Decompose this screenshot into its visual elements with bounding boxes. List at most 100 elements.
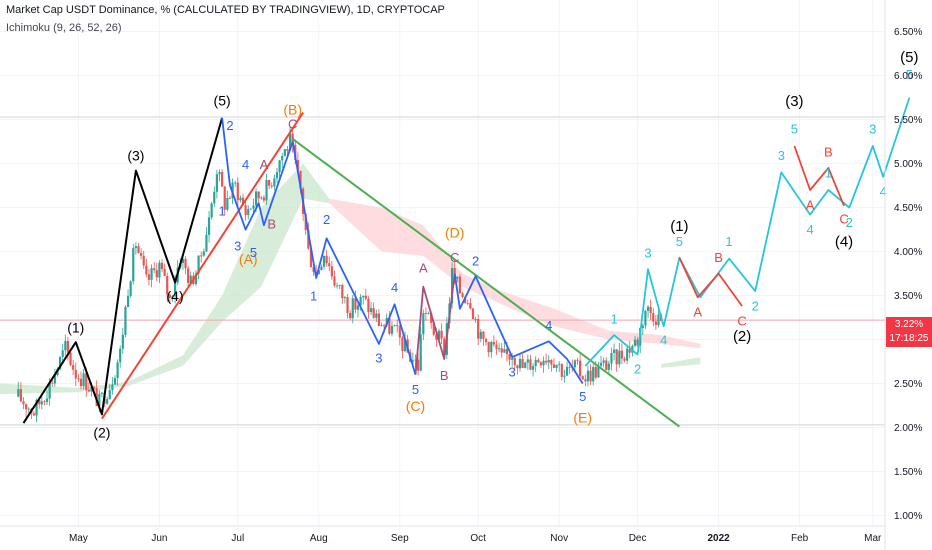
- candle-body: [286, 149, 289, 151]
- wave-label: 5: [250, 245, 257, 260]
- candle-body: [341, 285, 344, 299]
- candle-body: [309, 248, 313, 268]
- candle-body: [113, 377, 117, 385]
- candle-body: [620, 350, 624, 359]
- candle-body: [155, 270, 158, 278]
- candle-body: [605, 360, 608, 370]
- candle-body: [221, 172, 224, 187]
- candle-body: [17, 389, 20, 397]
- price-tick-label: 5.00%: [894, 159, 922, 170]
- candle-body: [328, 263, 331, 267]
- candle-body: [657, 314, 660, 325]
- candle-body: [500, 348, 503, 353]
- candle-body: [419, 334, 422, 371]
- candle-body: [346, 297, 349, 313]
- candle-body: [268, 179, 271, 186]
- wave-label: (5): [900, 49, 918, 66]
- candle-body: [32, 413, 36, 416]
- candle-body: [249, 208, 252, 210]
- last-price-value: 3.22%: [894, 319, 924, 330]
- candle-body: [383, 325, 386, 327]
- candle-body: [618, 350, 621, 365]
- wave-label: 5: [579, 389, 586, 404]
- candle-body: [495, 344, 498, 350]
- candle-body: [226, 198, 229, 210]
- candle-body: [458, 276, 462, 294]
- candle-body: [492, 341, 495, 345]
- candle-body: [513, 357, 516, 366]
- candle-body: [542, 360, 545, 366]
- wave-label: 4: [391, 280, 398, 295]
- wave-label: 5: [676, 234, 683, 249]
- price-tick-label: 2.50%: [894, 379, 922, 390]
- candle-body: [90, 387, 93, 392]
- candle-body: [450, 268, 454, 304]
- price-tick-label: 6.00%: [894, 71, 922, 82]
- wave-label: 4: [545, 318, 552, 333]
- candle-body: [85, 373, 88, 390]
- wave-path-black_wave: [22, 117, 224, 424]
- candle-body: [440, 330, 443, 339]
- candle-body: [555, 364, 558, 368]
- bar-countdown: 17:18:25: [889, 333, 929, 344]
- time-tick-label: Sep: [391, 533, 409, 544]
- candle-body: [362, 295, 365, 298]
- candle-body: [100, 392, 104, 394]
- candle-body: [435, 334, 438, 340]
- candle-body: [589, 370, 592, 382]
- indicator-label[interactable]: Ichimoku (9, 26, 52, 26): [6, 22, 122, 34]
- wave-label: 2: [752, 298, 759, 313]
- candle-body: [207, 217, 211, 235]
- wave-label: (4): [835, 234, 853, 251]
- candle-body: [524, 362, 527, 368]
- wave-label: 5: [906, 67, 913, 82]
- candle-body: [369, 308, 373, 313]
- time-tick-label: Aug: [310, 533, 328, 544]
- wave-path-blue_wave: [221, 117, 294, 231]
- candle-body: [43, 401, 46, 403]
- candle-body: [247, 209, 250, 216]
- candle-body: [531, 366, 535, 370]
- candle-body: [411, 360, 414, 362]
- candle-body: [25, 404, 28, 410]
- price-tick-label: 3.50%: [894, 291, 922, 302]
- candle-body: [61, 350, 64, 357]
- time-axis[interactable]: May Jun Jul Aug Sep Oct Nov Dec 2022 Feb Mar: [69, 533, 882, 544]
- candle-body: [461, 293, 464, 298]
- candle-body: [288, 133, 292, 151]
- candle-body: [466, 302, 469, 304]
- wave-paths[interactable]: [22, 97, 911, 424]
- candle-body: [560, 364, 563, 377]
- wave-label: 1: [310, 289, 317, 304]
- time-tick-label: Jul: [231, 533, 244, 544]
- candle-body: [111, 384, 114, 391]
- candle-body: [534, 359, 537, 367]
- candle-body: [636, 339, 639, 346]
- candle-body: [505, 349, 509, 355]
- candle-body: [244, 205, 247, 216]
- candle-body: [349, 312, 352, 319]
- candle-body: [380, 325, 383, 327]
- candle-body: [539, 362, 543, 366]
- wave-label: (5): [214, 93, 231, 109]
- trendlines[interactable]: [101, 112, 681, 428]
- candle-body: [173, 282, 177, 297]
- candle-body: [74, 369, 77, 379]
- wave-label: B: [824, 144, 833, 159]
- wave-label: (3): [785, 93, 803, 110]
- price-tick-label: 4.00%: [894, 247, 922, 258]
- wave-label: (1): [670, 218, 688, 235]
- candle-body: [529, 359, 532, 370]
- candle-body: [521, 358, 524, 368]
- wave-label: (2): [93, 424, 110, 440]
- candle-body: [354, 298, 357, 310]
- wave-label: B: [714, 250, 723, 265]
- wave-label: A: [419, 261, 428, 276]
- candle-body: [270, 185, 273, 187]
- time-tick-label: Feb: [791, 533, 809, 544]
- candle-body: [558, 364, 561, 365]
- wave-label: 2: [846, 215, 853, 230]
- candle-body: [607, 363, 610, 370]
- candle-body: [254, 191, 258, 206]
